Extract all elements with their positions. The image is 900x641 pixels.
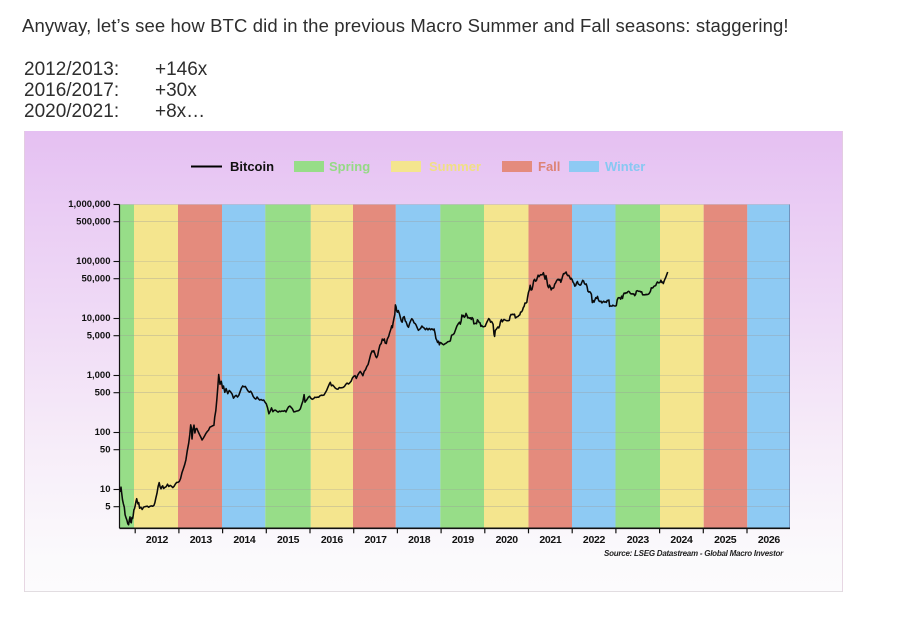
svg-text:10: 10 <box>100 484 111 495</box>
svg-text:Fall: Fall <box>538 159 560 174</box>
svg-text:2014: 2014 <box>233 534 256 546</box>
svg-text:1,000,000: 1,000,000 <box>68 199 110 210</box>
svg-text:2023: 2023 <box>627 534 650 546</box>
svg-text:2026: 2026 <box>758 534 781 546</box>
svg-text:5: 5 <box>105 501 111 512</box>
svg-text:2013: 2013 <box>190 534 213 546</box>
svg-text:1,000: 1,000 <box>87 370 111 381</box>
svg-text:2021: 2021 <box>539 534 562 546</box>
svg-text:2015: 2015 <box>277 534 300 546</box>
svg-text:Bitcoin: Bitcoin <box>230 159 274 174</box>
svg-text:2018: 2018 <box>408 534 431 546</box>
svg-text:50: 50 <box>100 444 111 455</box>
svg-text:100,000: 100,000 <box>76 256 110 267</box>
svg-text:2017: 2017 <box>365 534 388 546</box>
svg-text:100: 100 <box>95 427 111 438</box>
svg-text:2022: 2022 <box>583 534 606 546</box>
svg-text:500: 500 <box>95 387 111 398</box>
svg-text:50,000: 50,000 <box>81 273 110 284</box>
svg-text:2020: 2020 <box>496 534 519 546</box>
svg-text:Winter: Winter <box>605 159 645 174</box>
svg-text:2024: 2024 <box>670 534 693 546</box>
svg-text:Spring: Spring <box>329 159 370 174</box>
svg-text:Source: LSEG Datastream - Glob: Source: LSEG Datastream - Global Macro I… <box>604 549 784 558</box>
svg-text:2012: 2012 <box>146 534 169 546</box>
svg-text:500,000: 500,000 <box>76 216 110 227</box>
svg-text:5,000: 5,000 <box>87 330 111 341</box>
svg-text:10,000: 10,000 <box>81 313 110 324</box>
svg-text:2019: 2019 <box>452 534 475 546</box>
svg-text:2016: 2016 <box>321 534 344 546</box>
svg-text:2025: 2025 <box>714 534 737 546</box>
svg-text:Summer: Summer <box>429 159 481 174</box>
